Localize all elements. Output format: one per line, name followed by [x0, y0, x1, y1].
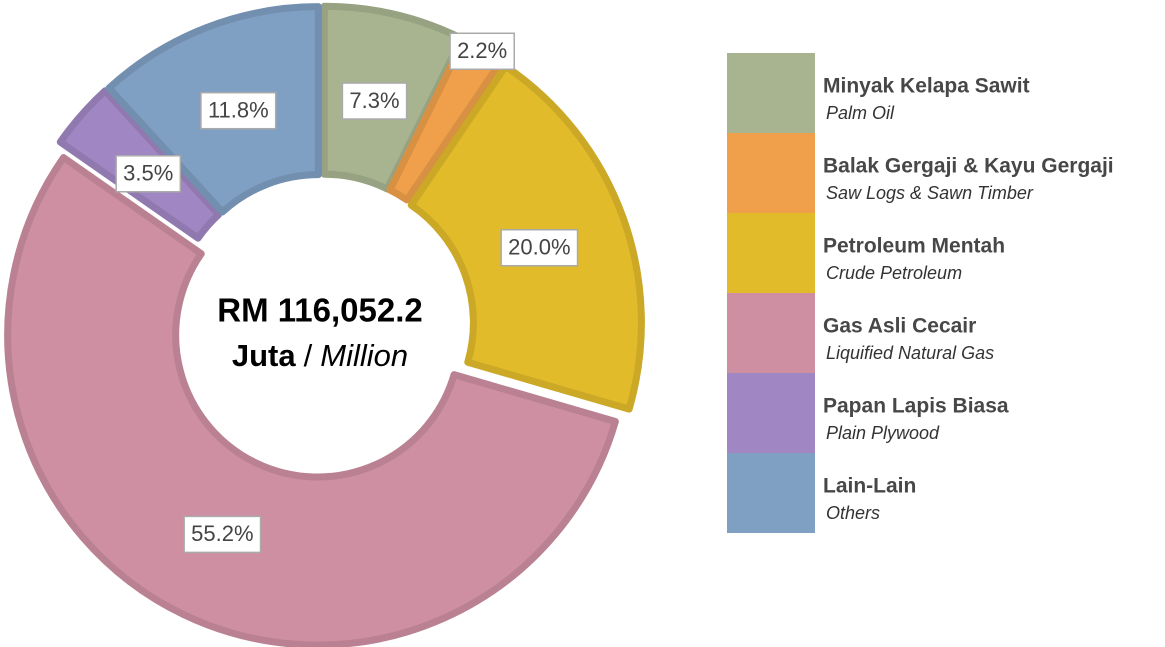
- slice-label-text: 20.0%: [508, 235, 570, 260]
- legend-label: Papan Lapis Biasa: [823, 395, 1009, 418]
- slice-label: 7.3%: [341, 82, 408, 120]
- label-box: [341, 82, 408, 120]
- legend-translation: Others: [826, 503, 880, 523]
- slice: [4, 154, 619, 647]
- legend-swatch: [727, 453, 815, 533]
- slice-label: 3.5%: [115, 155, 182, 193]
- center-separator: /: [304, 338, 313, 373]
- center-unit-en: Million: [320, 338, 408, 373]
- center-unit-ms: Juta: [232, 338, 297, 373]
- legend-translation: Palm Oil: [826, 103, 895, 123]
- legend-swatch: [727, 373, 815, 453]
- center-unit: Juta / Million: [232, 338, 408, 373]
- legend-swatch: [727, 213, 815, 293]
- legend-label: Minyak Kelapa Sawit: [823, 75, 1030, 98]
- slice-label: 20.0%: [500, 229, 579, 267]
- label-box: [183, 515, 262, 554]
- legend-swatch: [727, 293, 815, 373]
- legend-label: Petroleum Mentah: [823, 235, 1005, 258]
- slice-label-text: 55.2%: [191, 521, 253, 546]
- legend-translation: Saw Logs & Sawn Timber: [826, 183, 1034, 203]
- legend-label: Lain-Lain: [823, 475, 916, 498]
- slice-label-text: 3.5%: [123, 161, 173, 186]
- slice-label-text: 11.8%: [208, 98, 269, 123]
- slice-label: 2.2%: [449, 32, 515, 71]
- center-amount: RM 116,052.2: [217, 292, 422, 329]
- label-box: [200, 91, 277, 130]
- legend-label: Balak Gergaji & Kayu Gergaji: [823, 155, 1114, 178]
- slice-label: 11.8%: [200, 91, 277, 130]
- slice-label: 55.2%: [183, 515, 262, 554]
- legend-translation: Crude Petroleum: [826, 263, 962, 283]
- slice-label-text: 2.2%: [457, 38, 507, 63]
- legend-translation: Liquified Natural Gas: [826, 343, 994, 363]
- legend-swatch: [727, 133, 815, 213]
- label-box: [500, 229, 579, 267]
- label-box: [449, 32, 515, 71]
- label-box: [115, 155, 182, 193]
- slice-label-text: 7.3%: [349, 88, 399, 113]
- legend-swatch: [727, 53, 815, 133]
- legend-translation: Plain Plywood: [826, 423, 940, 443]
- legend-label: Gas Asli Cecair: [823, 315, 976, 338]
